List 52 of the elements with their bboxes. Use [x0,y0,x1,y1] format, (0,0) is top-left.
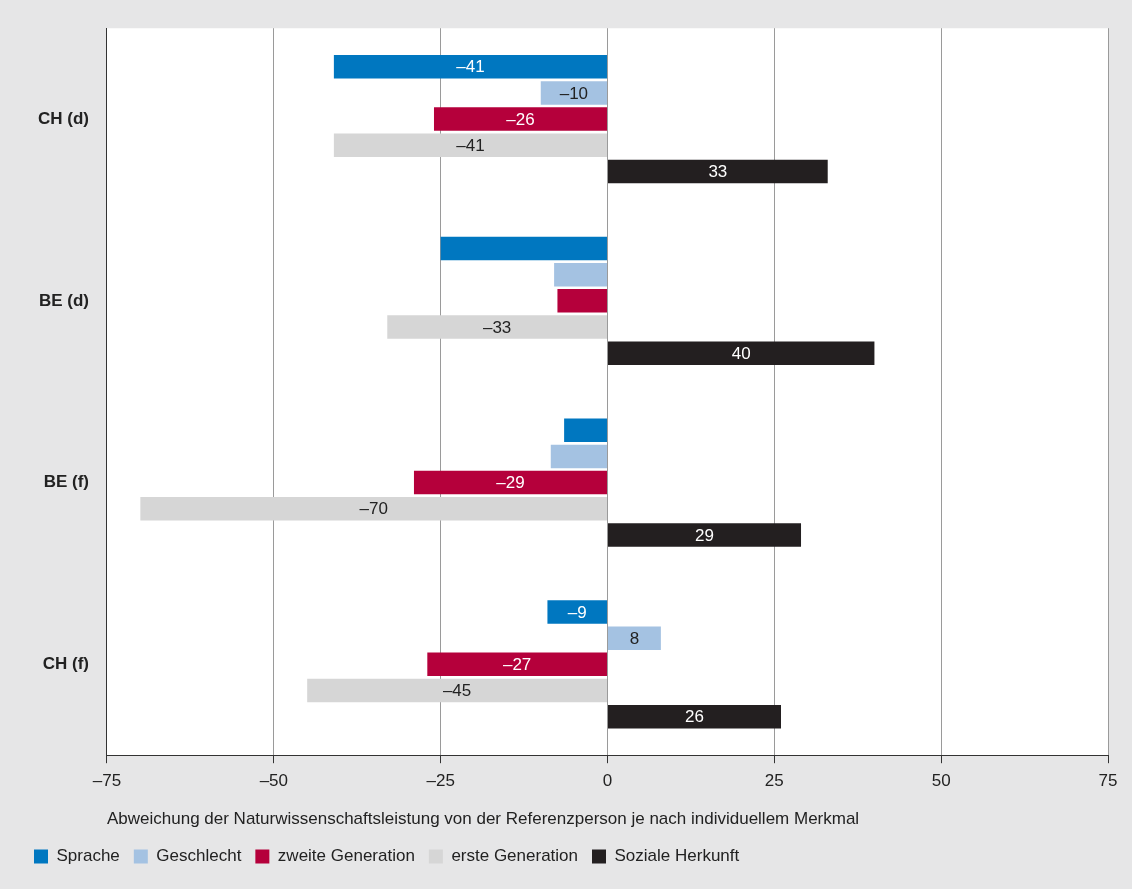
bar [387,315,607,339]
data-label: 29 [695,525,714,545]
bar [540,81,607,105]
y-tick-label: BE (d) [38,290,89,310]
bar [333,54,607,79]
x-axis-title: Abweichung der Naturwissenschaftsleistung von der Referenzperson je nach individuellem Merkmal [106,809,860,829]
x-tick-label: 0 [602,771,613,791]
bar [413,470,607,495]
legend-label: zweite Generation [277,846,415,866]
legend-label: Soziale Herkunft [614,846,740,866]
bar [607,523,802,547]
x-tick-label: 75 [1098,771,1118,791]
data-label: –10 [559,83,589,103]
x-tick-label: –50 [259,771,289,791]
bar [427,652,607,677]
x-tick-label: 25 [764,771,784,791]
bar [607,626,661,650]
bar [607,704,781,729]
data-label: –26 [506,109,535,129]
y-tick-label: CH (f) [42,654,89,674]
bar [554,262,607,287]
legend-label: erste Generation [451,846,579,866]
data-label: –70 [359,499,388,519]
data-label: –27 [502,655,532,675]
data-label: –41 [456,57,485,77]
data-label: –9 [567,602,587,622]
data-label: 26 [685,707,704,727]
bar [333,133,607,158]
bar [564,418,607,443]
data-label: 8 [629,628,640,648]
bar [433,107,607,131]
y-tick-label: CH (d) [38,108,89,128]
data-label: –29 [496,473,525,493]
legend-label: Sprache [56,846,120,866]
bar [557,289,607,313]
data-label: –41 [456,135,485,155]
bar [440,236,607,261]
x-tick-label: –75 [92,771,122,791]
x-tick-label: 50 [931,771,951,791]
legend-label: Geschlecht [156,846,242,866]
x-tick-label: –25 [426,771,455,791]
bar [607,341,875,365]
bar [607,159,828,184]
bar [140,496,607,521]
bar [550,444,607,469]
data-label: –45 [442,681,472,701]
y-tick-label: BE (f) [43,472,89,492]
bar [547,600,607,624]
data-label: 40 [731,343,751,363]
data-label: 33 [708,162,728,182]
bar [307,678,607,703]
data-label: –33 [482,317,512,337]
